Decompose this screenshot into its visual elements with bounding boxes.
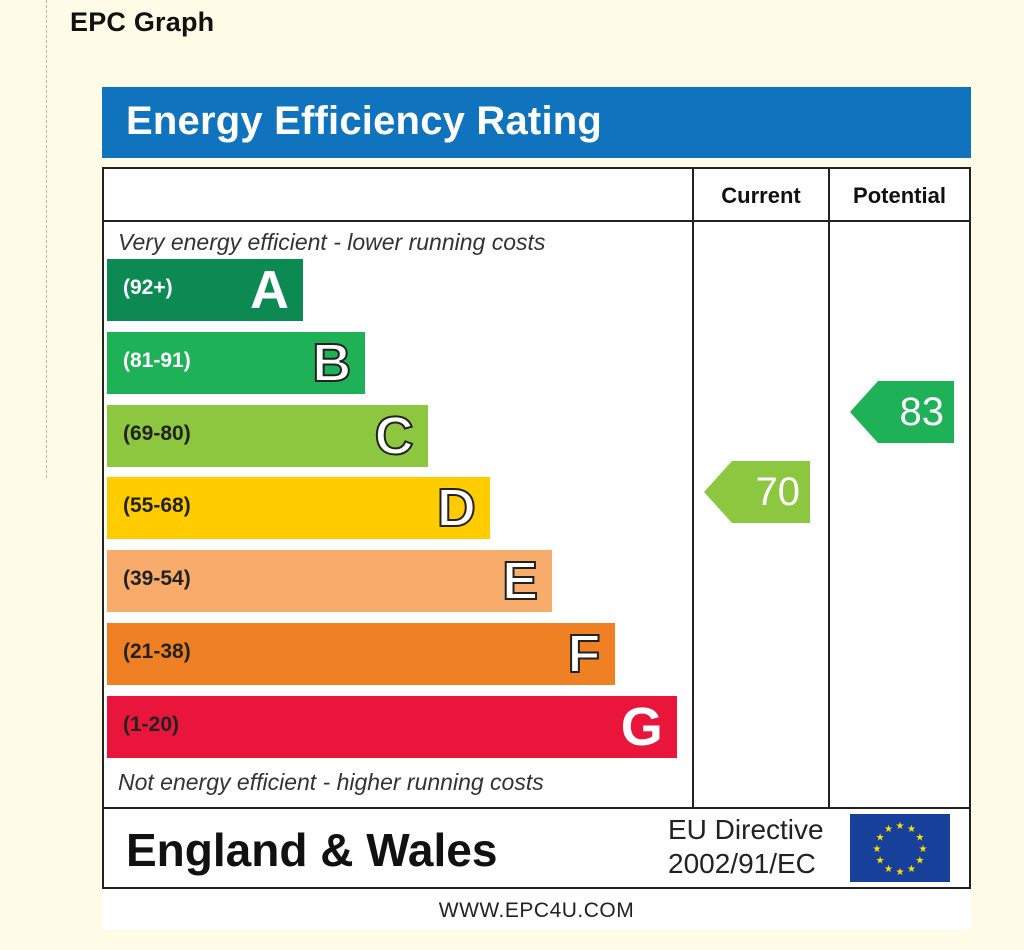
chart-title: Energy Efficiency Rating — [126, 99, 603, 143]
column-header-potential: Potential — [853, 183, 946, 208]
header-rule-left — [104, 220, 692, 222]
band-f: (21-38) F — [107, 623, 615, 685]
flag-star: ★ — [876, 833, 885, 844]
flag-star: ★ — [876, 856, 885, 867]
flag-star: ★ — [896, 821, 905, 832]
flag-star: ★ — [884, 824, 893, 835]
flag-star: ★ — [907, 864, 916, 875]
website-link: WWW.EPC4U.COM — [438, 899, 635, 922]
bottom-caption: Not energy efficient - higher running co… — [118, 769, 544, 795]
eu-directive: EU Directive 2002/91/EC — [668, 813, 824, 881]
directive-line2: 2002/91/EC — [668, 848, 816, 879]
flag-star: ★ — [873, 844, 882, 855]
website-strip: WWW.EPC4U.COM — [102, 889, 971, 930]
flag-star: ★ — [907, 824, 916, 835]
band-letter-label: C — [374, 405, 415, 467]
current-rating-arrow: 70 — [704, 461, 810, 524]
band-letter-label: E — [501, 550, 539, 612]
eu-flag-icon: ★ ★ ★ ★ ★ ★ ★ ★ ★ ★ ★ ★ — [850, 814, 950, 882]
flag-star: ★ — [884, 864, 893, 875]
band-range-label: (39-54) — [123, 567, 191, 591]
directive-line1: EU Directive — [668, 814, 824, 845]
band-d: (55-68) D — [107, 477, 490, 540]
band-letter-label: A — [250, 260, 289, 320]
band-range-label: (81-91) — [123, 348, 191, 372]
potential-rating-value: 83 — [899, 389, 945, 434]
page-heading: EPC Graph — [70, 7, 215, 37]
band-g: (1-20) G — [107, 695, 677, 758]
band-e: (39-54) E — [107, 550, 553, 613]
band-c: (69-80) C — [107, 404, 428, 467]
band-range-label: (21-38) — [123, 640, 191, 663]
band-range-label: (1-20) — [123, 712, 180, 736]
epc-chart: Energy Efficiency Rating Current Potenti… — [102, 87, 971, 930]
dashed-divider — [46, 0, 47, 478]
flag-star: ★ — [896, 867, 905, 878]
current-rating-value: 70 — [755, 470, 801, 515]
band-a: (92+) A — [107, 259, 303, 321]
flag-star: ★ — [915, 856, 924, 867]
top-caption: Very energy efficient - lower running co… — [118, 229, 546, 255]
region-label: England & Wales — [126, 824, 498, 876]
band-letter-label: D — [436, 477, 477, 539]
band-range-label: (55-68) — [123, 494, 191, 518]
column-divider-current — [692, 169, 694, 807]
band-letter-label: G — [620, 696, 663, 757]
column-divider-potential — [828, 169, 830, 807]
footer-region: England & Wales EU Directive 2002/91/EC … — [104, 809, 969, 887]
band-range-label: (69-80) — [123, 421, 191, 445]
title-bar: Energy Efficiency Rating — [102, 87, 971, 158]
footer-rule — [104, 807, 969, 809]
band-letter-label: B — [311, 332, 352, 394]
band-b: (81-91) B — [107, 331, 366, 394]
band-letter-label: F — [567, 623, 602, 685]
band-range-label: (92+) — [123, 276, 173, 299]
column-header-current: Current — [721, 183, 801, 208]
header-rule — [692, 220, 969, 222]
rating-grid: Current Potential Very energy efficient … — [102, 167, 971, 889]
potential-rating-arrow: 83 — [850, 380, 954, 443]
flag-star: ★ — [915, 833, 924, 844]
flag-star: ★ — [919, 844, 928, 855]
